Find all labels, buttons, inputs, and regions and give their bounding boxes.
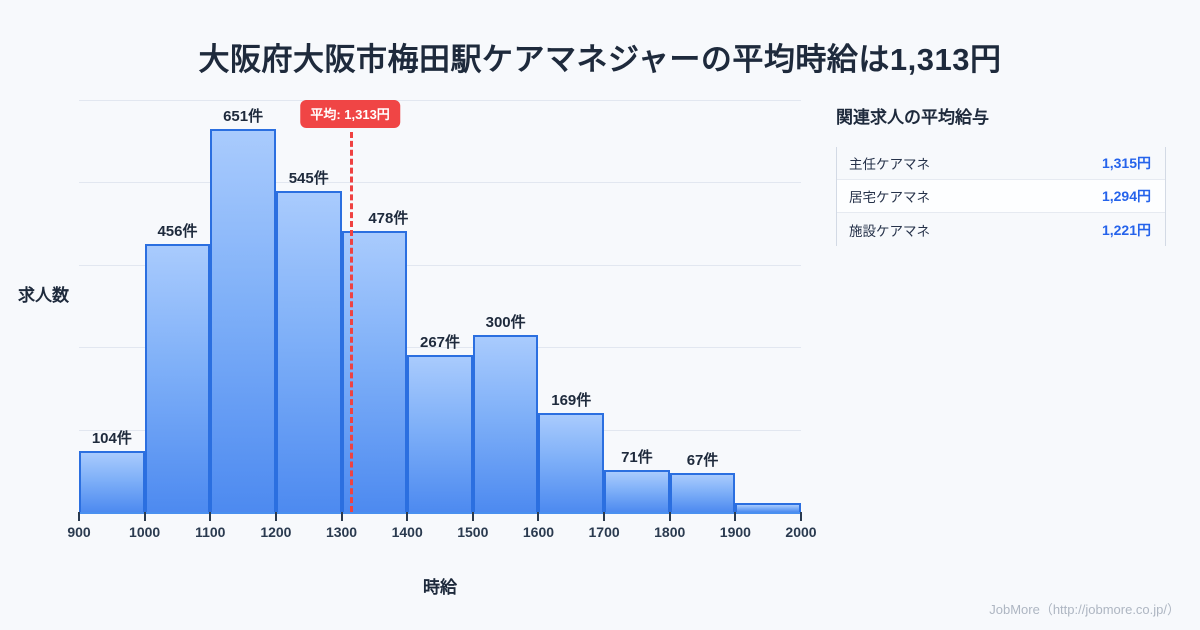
- x-axis-tick-label: 1300: [325, 524, 358, 540]
- histogram-bar: [735, 503, 801, 512]
- related-salary-panel: 関連求人の平均給与 主任ケアマネ 1,315円居宅ケアマネ 1,294円施設ケアマネ…: [836, 103, 1166, 246]
- bar-value-label: 104件: [91, 429, 132, 447]
- histogram-chart: 104件 456件 651件 545件 478件 267件 300件 169件 71件 67件 平均…: [18, 100, 817, 597]
- bar-value-label: 67件: [686, 451, 719, 469]
- x-axis-tick: [340, 512, 343, 521]
- histogram-bar: [210, 128, 276, 512]
- plot-area: 104件 456件 651件 545件 478件 267件 300件 169件 71件 67件 平均…: [79, 100, 801, 512]
- salary-table: 主任ケアマネ 1,315円居宅ケアマネ 1,294円施設ケアマネ 1,221円: [836, 147, 1166, 246]
- salary-row: 主任ケアマネ 1,315円: [837, 147, 1165, 180]
- salary-row-name: 施設ケアマネ: [849, 223, 930, 239]
- x-axis-tick-label: 1400: [391, 524, 423, 540]
- side-panel-title: 関連求人の平均給与: [836, 108, 989, 127]
- gridline: [79, 347, 801, 349]
- x-axis-tick: [209, 512, 212, 521]
- histogram-bar: [79, 450, 145, 512]
- x-axis-tick-label: 1900: [719, 524, 751, 540]
- x-axis-title: 時給: [423, 578, 457, 597]
- histogram-bar: [472, 335, 539, 512]
- histogram-bar: [669, 472, 736, 512]
- footer-credit: JobMore（http://jobmore.co.jp/）: [989, 602, 1180, 617]
- bar-value-label: 267件: [419, 333, 461, 351]
- salary-row: 居宅ケアマネ 1,294円: [837, 180, 1165, 213]
- bar-value-label: 456件: [157, 222, 198, 240]
- x-axis-tick: [668, 512, 671, 521]
- bar-value-label: 478件: [368, 209, 409, 227]
- gridline: [79, 100, 801, 101]
- x-axis-tick: [143, 512, 146, 521]
- x-axis-tick-label: 1500: [457, 524, 489, 540]
- x-axis-tick: [78, 512, 80, 521]
- x-axis-tick: [603, 512, 606, 521]
- x-axis-tick-label: 1000: [129, 524, 161, 540]
- x-axis-tick-label: 1700: [588, 524, 620, 540]
- histogram-bar: [275, 191, 342, 512]
- page-title: 大阪府大阪市梅田駅ケアマネジャーの平均時給は1,313円: [198, 42, 1002, 77]
- salary-row-value: 1,221円: [1101, 221, 1151, 238]
- bar-value-label: 71件: [621, 449, 653, 467]
- histogram-bar: [407, 354, 473, 512]
- x-axis-tick-label: 1200: [260, 524, 292, 540]
- x-axis-tick-label: 1100: [195, 524, 226, 540]
- salary-row-name: 居宅ケアマネ: [849, 190, 930, 205]
- histogram-bar: [604, 470, 670, 512]
- x-axis-tick-label: 900: [67, 524, 91, 540]
- salary-row-value: 1,294円: [1101, 188, 1151, 204]
- salary-row-value: 1,315円: [1101, 155, 1151, 171]
- x-axis-tick: [274, 512, 277, 521]
- bar-value-label: 300件: [485, 314, 526, 332]
- x-axis-tick: [800, 512, 802, 521]
- gridline: [79, 182, 801, 184]
- x-axis-tick: [537, 512, 540, 521]
- average-badge: 平均: 1,313円: [300, 100, 400, 128]
- x-axis-tick: [734, 512, 737, 521]
- x-axis-tick-label: 1600: [522, 524, 555, 540]
- x-axis-tick: [406, 512, 409, 521]
- bar-value-label: 651件: [223, 107, 264, 125]
- gridline: [79, 264, 801, 266]
- bar-value-label: 169件: [551, 391, 592, 409]
- histogram-bar: [538, 412, 605, 512]
- x-axis-tick-label: 2000: [785, 524, 817, 540]
- salary-row: 施設ケアマネ 1,221円: [837, 213, 1165, 246]
- bar-value-label: 545件: [288, 170, 329, 188]
- x-axis-tick: [471, 512, 474, 521]
- x-axis-tick-label: 1800: [654, 524, 686, 540]
- average-marker-line: [350, 132, 354, 512]
- y-axis-title: 求人数: [18, 286, 69, 305]
- x-axis-baseline: [79, 512, 801, 514]
- salary-row-name: 主任ケアマネ: [849, 157, 930, 172]
- histogram-bar: [144, 243, 211, 512]
